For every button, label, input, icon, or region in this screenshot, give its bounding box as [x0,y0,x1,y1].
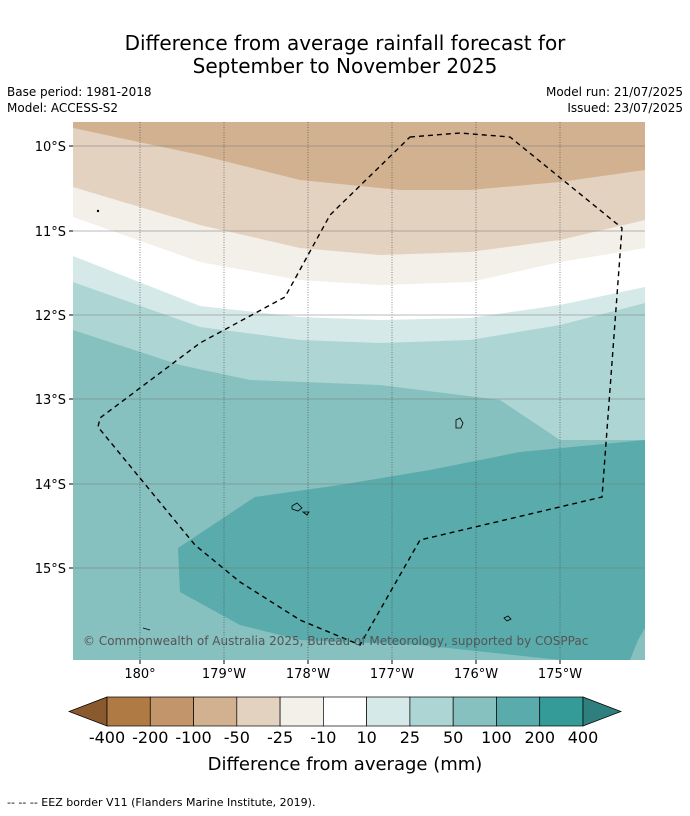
islands [96,209,512,631]
chart-title: Difference from average rainfall forecas… [0,32,690,78]
band-100-200 [178,440,645,660]
lat-label: 14°S [35,478,66,493]
lat-label: 11°S [35,225,66,240]
title-line-1: Difference from average rainfall forecas… [124,31,566,55]
lat-label: 12°S [35,309,66,324]
colorbar-tick-label: -200 [132,728,168,747]
map-field: © Commonwealth of Australia 2025, Bureau… [73,122,645,660]
colorbar-tick-label: 400 [568,728,599,747]
colorbar-swatch [496,696,541,727]
lat-label: 13°S [35,393,66,408]
colorbar-swatch [323,696,367,727]
lon-label: 179°W [202,667,246,682]
lon-label: 175°W [538,667,582,682]
colorbar-tick-label: -400 [89,728,125,747]
colorbar-swatch [106,696,151,727]
colorbar-swatch [149,696,194,727]
lat-label: 15°S [35,562,66,577]
copyright-text: © Commonwealth of Australia 2025, Bureau… [83,634,588,648]
lon-axis: 180° 179°W 178°W 177°W 176°W 175°W [124,660,582,682]
colorbar: -400 -200 -100 -50 -25 -10 10 25 50 100 200 400 [68,696,622,747]
lon-label: 178°W [286,667,330,682]
issued-date: Issued: 23/07/2025 [567,101,683,115]
colorbar-tick-label: -10 [310,728,336,747]
colorbar-tick-label: -25 [267,728,293,747]
colorbar-swatch [236,696,281,727]
colorbar-extend-high [582,696,622,727]
colorbar-label: Difference from average (mm) [207,754,483,775]
island-small-east [503,615,512,622]
colorbar-tick-label: -100 [175,728,211,747]
graticule [73,122,645,660]
rainfall-map: © Commonwealth of Australia 2025, Bureau… [35,122,645,747]
colorbar-extend-low [68,696,108,727]
meta-right: Model run: 21/07/2025 Issued: 23/07/2025 [546,84,683,116]
colorbar-tick-label: 25 [400,728,420,747]
lon-label: 176°W [454,667,498,682]
lat-axis: 10°S 11°S 12°S 13°S 14°S 15°S [35,140,73,577]
lon-label: 180° [124,667,155,682]
base-period: Base period: 1981-2018 [7,85,152,99]
meta-left: Base period: 1981-2018 Model: ACCESS-S2 [7,84,152,116]
colorbar-swatch [193,696,238,727]
colorbar-tick-label: 10 [356,728,376,747]
lat-label: 10°S [35,140,66,155]
lon-label: 177°W [370,667,414,682]
model-name: Model: ACCESS-S2 [7,101,119,115]
island-small-west [142,627,151,631]
footer-note: -- -- -- EEZ border V11 (Flanders Marine… [7,796,316,809]
colorbar-tick-label: 100 [481,728,512,747]
island-wallis [455,417,464,429]
colorbar-tick-label: -50 [224,728,250,747]
model-run: Model run: 21/07/2025 [545,85,683,99]
title-line-2: September to November 2025 [192,54,498,78]
colorbar-swatch [452,696,497,727]
island-dot [96,209,100,213]
colorbar-tick-label: 200 [524,728,555,747]
colorbar-swatch [366,696,411,727]
island-futuna [291,502,303,512]
colorbar-tick-label: 50 [443,728,463,747]
island-alofi [301,511,310,516]
colorbar-swatch [539,696,584,727]
eez-border [97,132,623,646]
band-minus-50 [73,122,645,190]
colorbar-swatch [279,696,324,727]
colorbar-swatch [409,696,454,727]
